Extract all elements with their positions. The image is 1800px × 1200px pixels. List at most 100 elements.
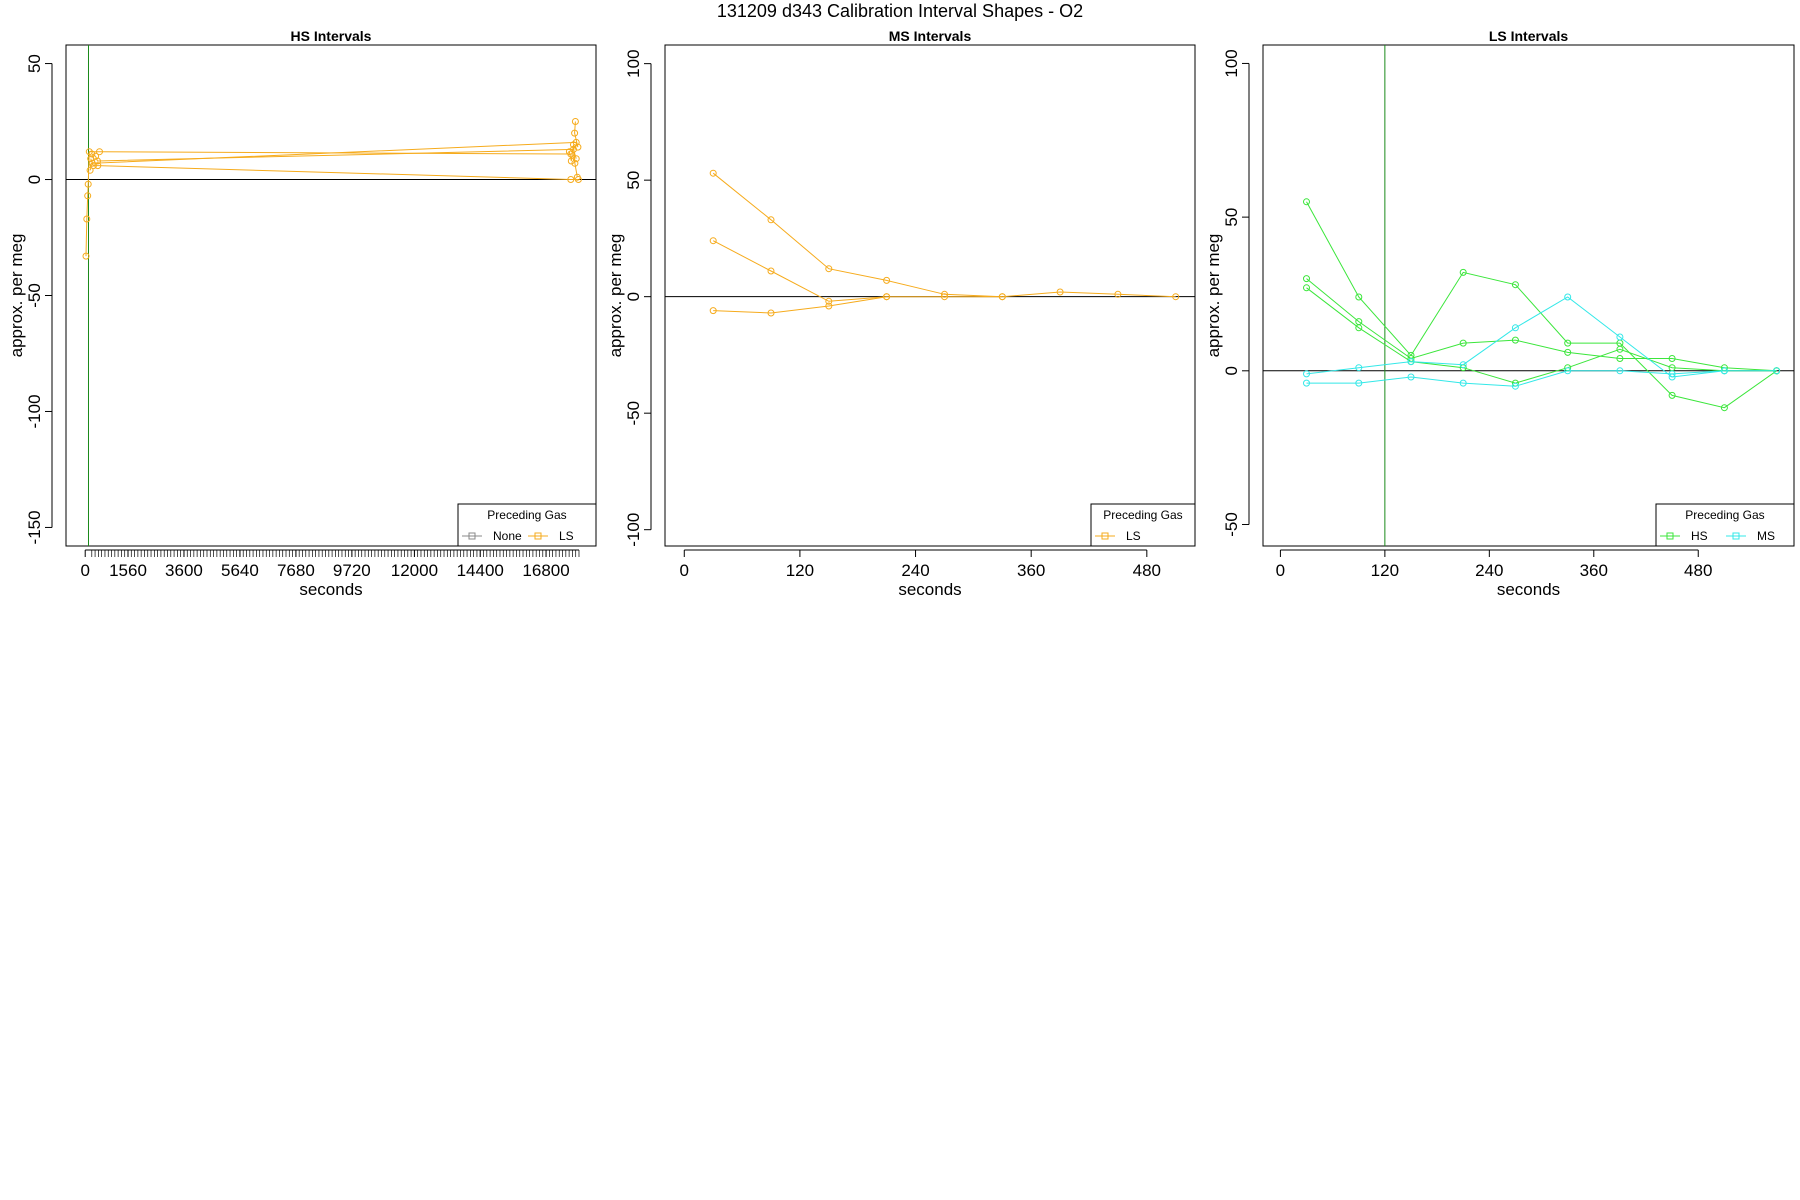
data-point <box>883 293 891 301</box>
y-tick-label: 50 <box>624 171 643 190</box>
y-axis-label: approx. per meg <box>1204 234 1223 358</box>
x-tick-label: 3600 <box>165 561 203 580</box>
data-point <box>709 307 717 315</box>
y-axis-label: approx. per meg <box>606 234 625 358</box>
data-point <box>941 293 948 301</box>
data-point <box>1303 379 1310 387</box>
y-tick-label: 0 <box>25 175 44 184</box>
series-line <box>712 172 1176 298</box>
data-point <box>86 166 94 174</box>
data-point <box>1564 293 1572 301</box>
x-tick-label: 480 <box>1684 561 1712 580</box>
data-point <box>96 148 103 156</box>
series-line <box>713 296 887 314</box>
legend-title: Preceding Gas <box>1685 508 1764 522</box>
x-axis-label: seconds <box>898 580 961 599</box>
data-point <box>1564 348 1572 356</box>
legend-box <box>457 503 597 547</box>
data-point <box>1459 361 1467 369</box>
data-point <box>1564 339 1572 347</box>
data-point <box>1459 268 1467 276</box>
x-axis-label: seconds <box>299 580 362 599</box>
plot-frame <box>65 44 597 547</box>
y-tick-label: 100 <box>1222 49 1241 77</box>
series-line <box>1306 296 1777 378</box>
data-point <box>82 252 90 260</box>
data-point <box>1303 284 1310 292</box>
data-point <box>1668 355 1676 362</box>
data-point <box>1616 345 1624 353</box>
data-point <box>571 159 579 167</box>
data-point <box>1616 367 1624 375</box>
series-line <box>85 151 571 257</box>
x-tick-label: 240 <box>1475 561 1503 580</box>
data-point <box>1172 293 1180 301</box>
data-point <box>92 152 100 160</box>
data-point <box>941 290 948 298</box>
legend-label: LS <box>1126 529 1141 543</box>
x-tick-label: 16800 <box>522 561 569 580</box>
x-tick-label: 360 <box>1580 561 1608 580</box>
x-tick-label: 1560 <box>109 561 147 580</box>
data-point <box>825 302 833 310</box>
data-point <box>84 192 92 200</box>
x-tick-label: 14400 <box>457 561 504 580</box>
plot-frame <box>1262 44 1795 547</box>
data-point <box>1303 370 1310 378</box>
data-point <box>571 129 579 137</box>
data-point <box>1616 333 1624 341</box>
data-point <box>709 169 717 177</box>
y-tick-label: -50 <box>1222 512 1241 537</box>
x-tick-label: 120 <box>1371 561 1399 580</box>
data-point <box>88 159 96 167</box>
y-tick-label: -50 <box>25 283 44 308</box>
series-line <box>712 240 1003 302</box>
y-tick-label: -100 <box>25 394 44 428</box>
data-point <box>767 309 775 317</box>
data-point <box>1355 324 1363 332</box>
legend-title: Preceding Gas <box>487 508 566 522</box>
series-line <box>90 158 579 180</box>
data-point <box>84 180 92 188</box>
data-point <box>883 276 891 284</box>
data-point <box>567 157 575 165</box>
data-point <box>1720 404 1728 412</box>
data-point <box>1720 367 1728 375</box>
x-tick-label: 360 <box>1017 561 1045 580</box>
y-tick-label: -100 <box>624 513 643 547</box>
legend-swatch-marker <box>1101 532 1109 540</box>
y-tick-label: -50 <box>624 401 643 426</box>
data-point <box>1511 336 1519 344</box>
x-tick-label: 9720 <box>333 561 371 580</box>
series-line <box>1306 201 1777 409</box>
data-point <box>1355 293 1363 301</box>
legend-box <box>1655 503 1795 547</box>
legend-swatch-marker <box>468 532 476 540</box>
x-axis-label: seconds <box>1497 580 1560 599</box>
legend-box <box>1090 503 1196 547</box>
panel-title: LS Intervals <box>1489 28 1569 44</box>
data-point <box>1407 358 1415 366</box>
data-point <box>1459 379 1467 387</box>
data-point <box>1303 198 1310 206</box>
x-tick-label: 12000 <box>391 561 438 580</box>
figure-title: 131209 d343 Calibration Interval Shapes … <box>716 1 1084 21</box>
legend-label: MS <box>1757 529 1775 543</box>
data-point <box>83 215 91 223</box>
data-point <box>767 216 775 224</box>
legend-title: Preceding Gas <box>1103 508 1182 522</box>
data-point <box>1303 275 1310 283</box>
data-point <box>1511 281 1519 289</box>
x-tick-label: 240 <box>901 561 929 580</box>
data-point <box>709 237 717 245</box>
series-line <box>1306 287 1777 384</box>
data-point <box>1511 382 1519 390</box>
data-point <box>571 118 579 125</box>
legend-label: LS <box>559 529 574 543</box>
legend-swatch-marker <box>1732 532 1740 540</box>
data-point <box>1616 355 1624 362</box>
data-point <box>1773 367 1781 375</box>
legend-label: HS <box>1691 529 1708 543</box>
data-point <box>1355 379 1363 387</box>
